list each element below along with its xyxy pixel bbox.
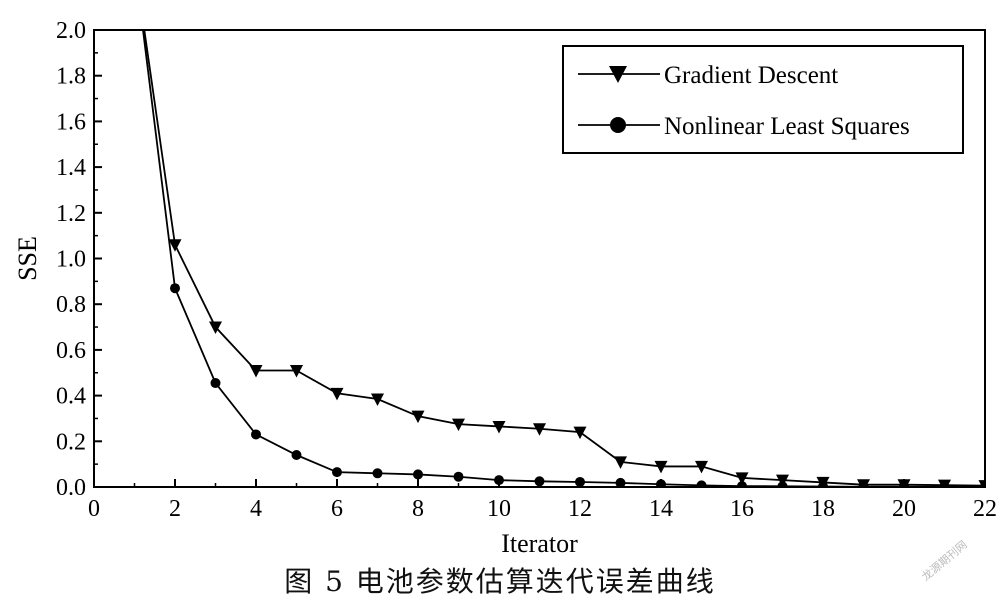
point-nonlinear-least-squares	[210, 378, 221, 389]
point-nonlinear-least-squares	[413, 469, 423, 480]
point-nonlinear-least-squares	[615, 477, 626, 487]
y-tick-label: 1.4	[56, 155, 86, 181]
point-nonlinear-least-squares	[332, 467, 342, 478]
point-nonlinear-least-squares	[453, 471, 464, 482]
point-gradient-descent	[533, 423, 546, 436]
point-nonlinear-least-squares	[170, 283, 180, 294]
point-gradient-descent	[290, 364, 303, 378]
y-tick-label: 2.0	[56, 18, 86, 44]
point-nonlinear-least-squares	[575, 476, 585, 487]
point-gradient-descent	[614, 456, 627, 469]
series-line-gradient-descent	[143, 30, 985, 487]
point-gradient-descent	[411, 410, 425, 424]
x-tick-label: 16	[730, 496, 754, 522]
point-gradient-descent	[654, 460, 668, 474]
point-nonlinear-least-squares	[372, 468, 383, 479]
x-tick-label: 22	[973, 496, 997, 522]
point-nonlinear-least-squares	[534, 476, 545, 487]
legend: Gradient Descent Nonlinear Least Squares	[562, 45, 964, 154]
point-gradient-descent	[573, 426, 587, 440]
point-gradient-descent	[330, 387, 344, 401]
y-tick-label: 1.0	[56, 247, 86, 273]
y-axis-title: SSE	[13, 236, 42, 281]
point-gradient-descent	[168, 239, 182, 252]
legend-label-gradient-descent: Gradient Descent	[664, 62, 838, 89]
point-nonlinear-least-squares	[656, 479, 666, 487]
legend-marker-nonlinear-least-squares	[610, 117, 626, 133]
y-axis-ticks: 0.0 0.2 0.4 0.6 0.8 1.0 1.2 1.4 1.6 1.8 2.0	[56, 18, 102, 501]
point-gradient-descent	[695, 460, 708, 474]
point-gradient-descent	[735, 472, 749, 485]
y-tick-label: 1.6	[56, 109, 86, 135]
point-gradient-descent	[371, 393, 384, 407]
point-nonlinear-least-squares	[939, 481, 950, 487]
point-gradient-descent	[249, 364, 263, 378]
point-nonlinear-least-squares	[696, 480, 707, 487]
y-tick-label: 0.0	[56, 475, 86, 501]
legend-label-nonlinear-least-squares: Nonlinear Least Squares	[664, 113, 910, 140]
y-tick-label: 0.8	[56, 292, 86, 318]
x-tick-label: 20	[892, 496, 916, 522]
series-layer	[142, 30, 985, 487]
x-tick-label: 0	[88, 496, 100, 522]
x-tick-label: 14	[649, 496, 673, 522]
y-tick-label: 0.6	[56, 338, 86, 364]
point-gradient-descent	[776, 474, 789, 487]
x-tick-label: 18	[811, 496, 835, 522]
x-tick-label: 12	[568, 496, 592, 522]
point-nonlinear-least-squares	[291, 450, 302, 461]
point-nonlinear-least-squares	[818, 481, 828, 487]
x-tick-label: 6	[331, 496, 343, 522]
point-gradient-descent	[209, 321, 222, 335]
chart: 0 2 4 6 8 10 12 14 16 18 20 22 0.0 0.2 0.4 0.6 0.8 1.0 1.…	[13, 18, 997, 558]
point-nonlinear-least-squares	[494, 475, 504, 486]
y-tick-label: 0.4	[56, 384, 86, 410]
y-tick-label: 0.2	[56, 429, 86, 455]
point-nonlinear-least-squares	[899, 481, 909, 487]
y-tick-label: 1.2	[56, 201, 86, 227]
point-nonlinear-least-squares	[251, 429, 261, 440]
figure-caption: 图 5 电池参数估算迭代误差曲线	[284, 565, 716, 598]
point-nonlinear-least-squares	[858, 481, 869, 487]
point-nonlinear-least-squares	[980, 481, 985, 487]
legend-box	[562, 45, 964, 154]
x-tick-label: 4	[250, 496, 262, 522]
point-gradient-descent	[452, 418, 465, 432]
point-nonlinear-least-squares	[777, 481, 788, 487]
y-tick-label: 1.8	[56, 64, 86, 90]
point-gradient-descent	[492, 420, 506, 434]
point-nonlinear-least-squares	[737, 481, 747, 487]
x-axis-title: Iterator	[501, 529, 578, 558]
series-line-nonlinear-least-squares	[142, 30, 985, 487]
legend-marker-gradient-descent	[609, 66, 627, 83]
x-tick-label: 10	[487, 496, 511, 522]
x-tick-label: 2	[169, 496, 181, 522]
x-tick-label: 8	[412, 496, 424, 522]
